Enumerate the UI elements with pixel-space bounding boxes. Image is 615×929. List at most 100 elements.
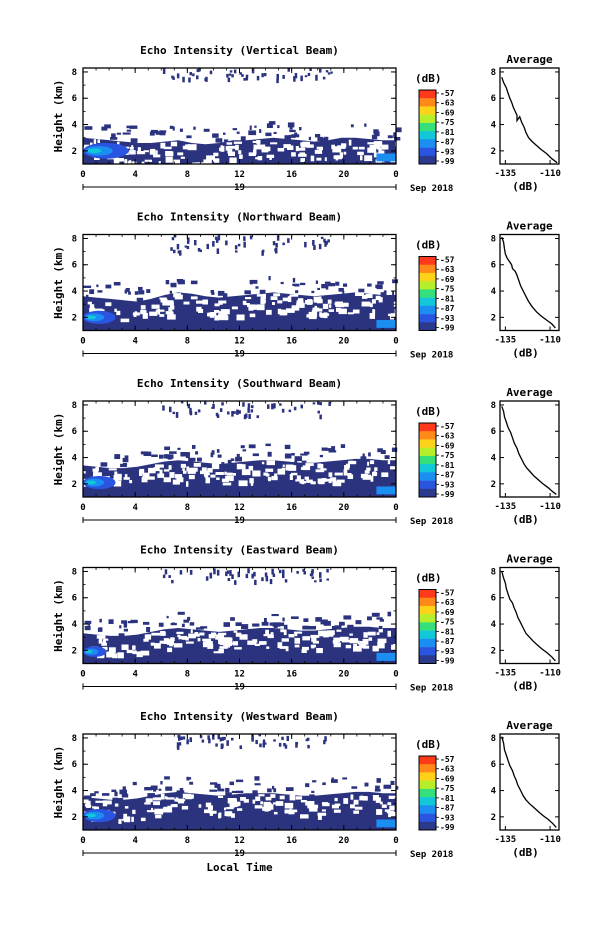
- profile-x-label: (dB): [512, 347, 539, 360]
- colorbar-segment: [419, 780, 436, 790]
- y-axis: 2 4 6 8: [72, 68, 396, 165]
- echo-gap: [346, 463, 350, 468]
- echo-patch: [367, 616, 372, 621]
- echo-patch: [111, 789, 117, 792]
- echo-gap: [182, 145, 191, 150]
- echo-gap: [305, 801, 311, 806]
- colorbar-segment: [419, 297, 436, 307]
- echo-gap: [181, 805, 189, 810]
- y-tick-label: 6: [72, 94, 77, 104]
- echo-clutter: [175, 412, 179, 418]
- echo-gap: [264, 806, 269, 812]
- echo-patch: [164, 776, 170, 780]
- echo-gap: [257, 142, 260, 148]
- echo-clutter: [304, 75, 308, 78]
- y-tick-label: 4: [72, 454, 78, 464]
- y-axis-label: Height (km): [52, 579, 65, 652]
- echo-patch: [259, 289, 266, 294]
- echo-patch: [176, 790, 185, 794]
- x-tick-label: 4: [132, 170, 138, 180]
- echo-gap: [259, 641, 267, 645]
- echo-clutter: [282, 242, 285, 246]
- colorbar-frame: [418, 256, 437, 331]
- echo-patch: [343, 283, 348, 287]
- echo-gap: [359, 643, 367, 648]
- echo-patch: [302, 625, 310, 630]
- echo-clutter: [225, 240, 228, 246]
- echo-gap: [284, 802, 294, 809]
- echo-gap: [395, 154, 404, 158]
- echo-clutter: [199, 249, 202, 253]
- echo-patch: [125, 288, 130, 292]
- echo-gap: [316, 308, 323, 312]
- echo-gap: [353, 645, 362, 652]
- echo-gap: [177, 634, 181, 638]
- echo-patch: [108, 619, 114, 624]
- echo-gap: [297, 298, 304, 302]
- echo-gap: [207, 805, 213, 811]
- colorbar-label: -57: [440, 422, 455, 431]
- echo-gap: [165, 311, 173, 315]
- echo-gap: [318, 478, 325, 485]
- echo-clutter: [209, 572, 212, 576]
- echo-gap: [307, 299, 313, 305]
- echo-gap: [194, 632, 199, 635]
- colorbar-label: -63: [440, 265, 455, 274]
- colorbar: (dB) -57-63-69-75-81-87-93-99: [415, 738, 455, 832]
- echo-gap: [365, 294, 373, 298]
- echo-patch: [188, 457, 196, 462]
- average-profile: Average 2 4 6 8 -135 -110(dB): [491, 719, 561, 859]
- colorbar-segment: [419, 488, 436, 498]
- echo-gap: [317, 463, 324, 469]
- echo-clutter: [324, 240, 327, 247]
- echo-gap: [92, 806, 97, 809]
- echo-gap: [113, 159, 120, 165]
- echo-gap: [215, 472, 224, 475]
- echo-gap: [352, 309, 360, 314]
- echo-patch: [230, 458, 235, 461]
- echo-patch: [347, 624, 354, 630]
- echo-patch: [111, 133, 116, 138]
- echo-gap: [226, 807, 234, 810]
- echo-gap: [279, 646, 288, 649]
- echo-gap: [220, 309, 230, 315]
- echo-patch: [305, 783, 310, 788]
- echo-gap: [238, 480, 248, 487]
- echo-clutter: [219, 737, 223, 742]
- echo-gap: [252, 470, 261, 477]
- echo-patch: [395, 127, 402, 133]
- profile-frame: [499, 400, 560, 498]
- echo-gap: [334, 643, 341, 647]
- echo-patch: [240, 136, 246, 141]
- echo-clutter: [227, 411, 230, 415]
- echo-clutter: [269, 579, 273, 585]
- echo-patch: [308, 626, 316, 630]
- echo-gap: [244, 303, 250, 306]
- strong-echo-core: [86, 813, 97, 818]
- echo-gap: [381, 804, 387, 808]
- colorbar-segment: [419, 805, 436, 814]
- echo-gap: [252, 799, 256, 804]
- date-suffix: Sep 2018: [410, 351, 453, 361]
- echo-gap: [226, 142, 233, 145]
- echo-gap: [157, 473, 165, 478]
- echo-gap: [153, 801, 160, 806]
- echo-patch: [308, 136, 311, 141]
- echo-clutter: [177, 734, 180, 738]
- echo-clutter: [300, 75, 303, 82]
- echo-patch: [185, 453, 190, 458]
- echo-patch: [291, 134, 300, 138]
- panel-1: Echo Intensity (Northward Beam)0 4 8 12 16 20…: [52, 211, 561, 361]
- colorbar-frame: [418, 755, 437, 831]
- x-axis-label: Local Time: [206, 861, 273, 874]
- echo-gap: [189, 467, 198, 472]
- echo-patch: [122, 457, 129, 463]
- echo-gap: [312, 640, 319, 644]
- echo-gap: [236, 314, 245, 321]
- echo-patch: [90, 793, 96, 797]
- y-tick-label: 6: [72, 427, 77, 437]
- echo-clutter: [169, 406, 172, 413]
- echo-gap: [97, 139, 100, 143]
- echo-gap: [272, 302, 275, 305]
- echo-patch: [342, 777, 348, 780]
